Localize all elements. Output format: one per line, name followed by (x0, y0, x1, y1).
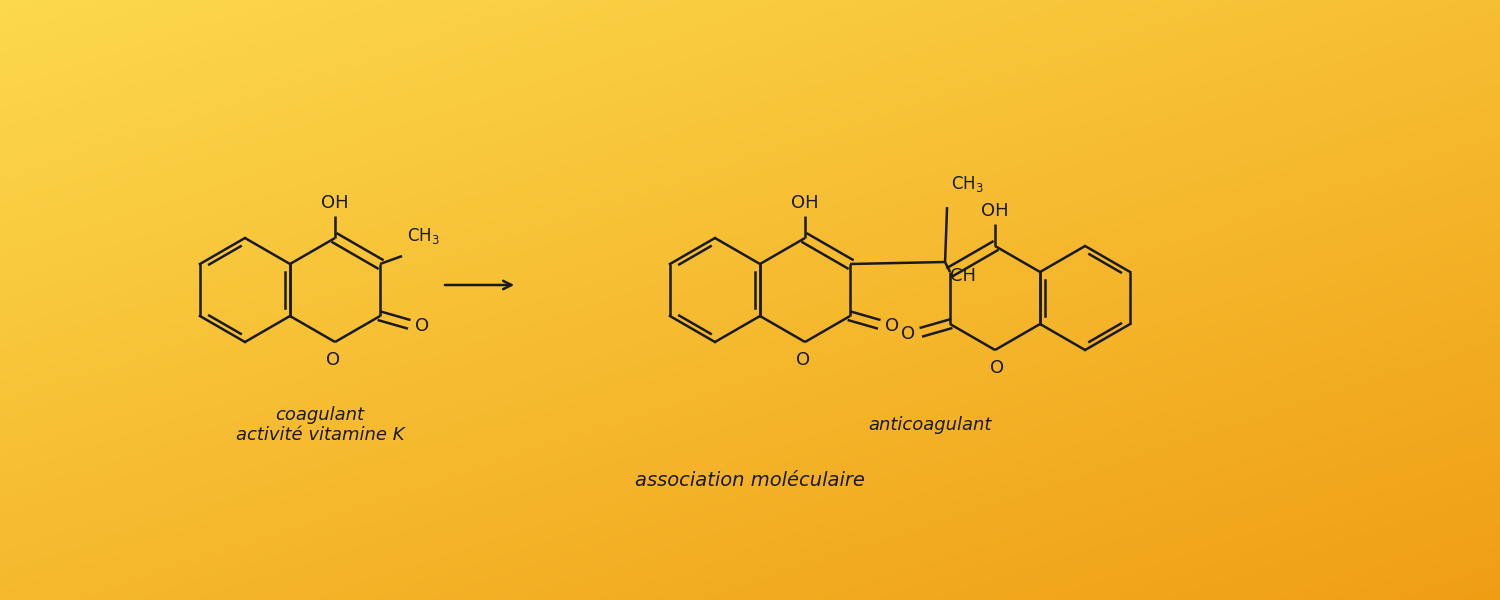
Text: OH: OH (981, 202, 1010, 220)
Text: O: O (902, 325, 915, 343)
Text: O: O (416, 317, 429, 335)
Text: OH: OH (790, 194, 819, 212)
Text: O: O (990, 359, 1004, 377)
Text: OH: OH (321, 194, 350, 212)
Text: association moléculaire: association moléculaire (634, 470, 866, 490)
Text: O: O (885, 317, 898, 335)
Text: CH: CH (950, 267, 976, 285)
Text: O: O (796, 351, 810, 369)
Text: CH$_3$: CH$_3$ (406, 226, 439, 246)
Text: anticoagulant: anticoagulant (868, 416, 992, 434)
Text: CH$_3$: CH$_3$ (951, 174, 984, 194)
Text: coagulant
activité vitamine K: coagulant activité vitamine K (236, 406, 405, 445)
Text: O: O (326, 351, 340, 369)
